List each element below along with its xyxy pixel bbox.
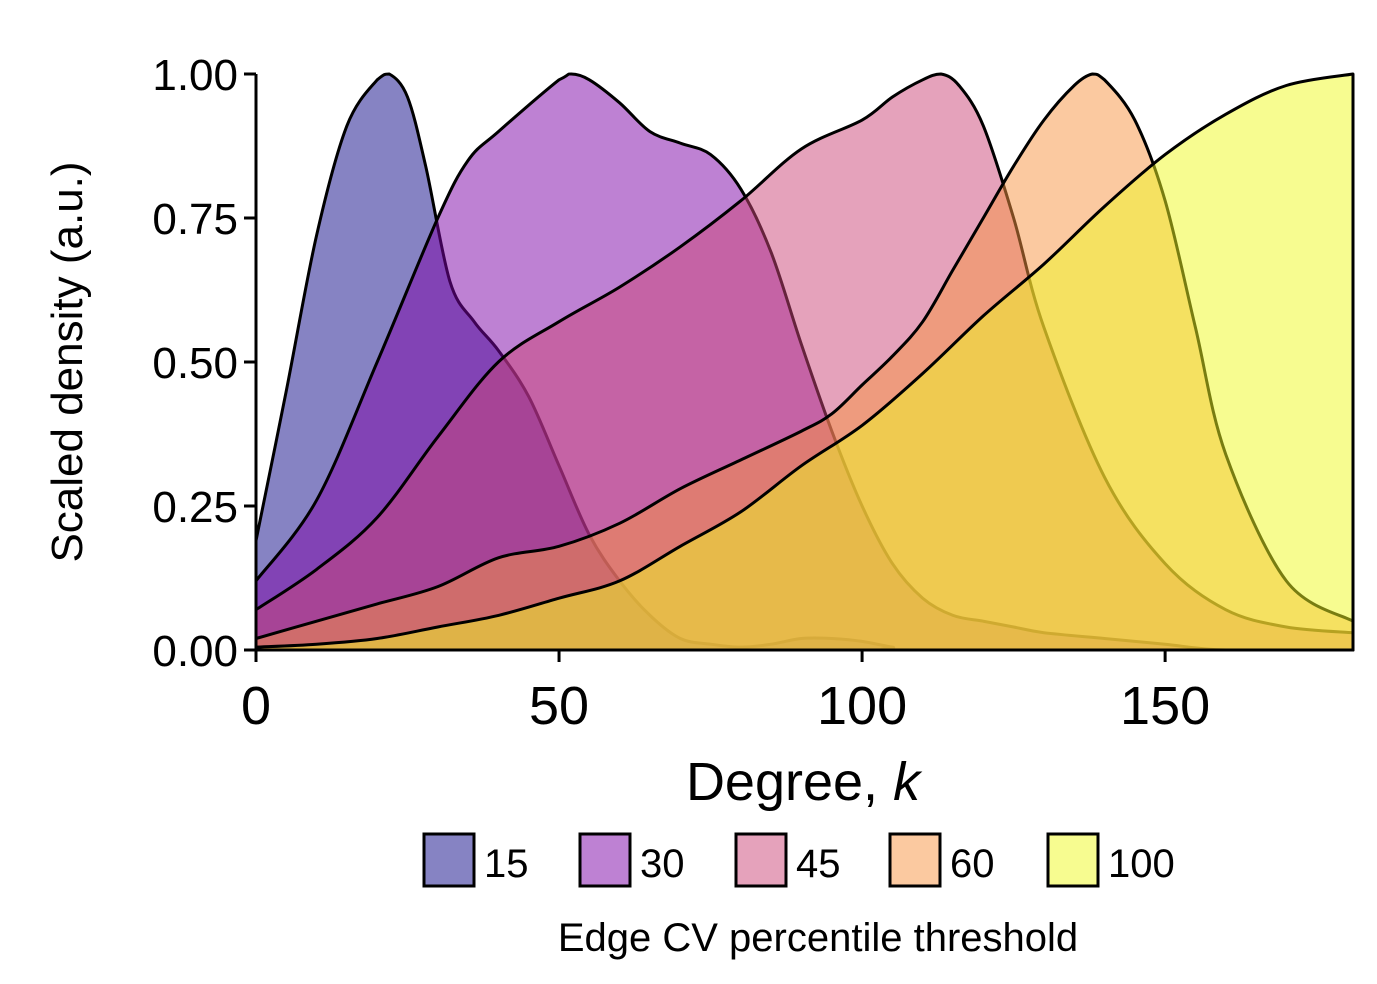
- axes: 0.00 0.25 0.50 0.75 1.00 0 50 100 150: [152, 51, 1353, 736]
- legend-label: 100: [1108, 842, 1175, 886]
- y-tick-label: 1.00: [152, 51, 238, 100]
- x-tick-label: 50: [529, 676, 589, 736]
- legend-label: 60: [950, 842, 995, 886]
- legend-title: Edge CV percentile threshold: [558, 916, 1078, 960]
- legend-item-30: 30: [578, 832, 685, 888]
- x-axis-title-variable: k: [893, 752, 923, 812]
- x-axis-title-main: Degree,: [686, 752, 893, 812]
- y-tick-label: 0.25: [152, 483, 238, 532]
- legend-swatch: [422, 832, 476, 888]
- legend-swatch: [734, 832, 788, 888]
- legend-item-15: 15: [422, 832, 529, 888]
- legend: 15 30 45 60 100: [422, 832, 1175, 888]
- y-axis-ticks: 0.00 0.25 0.50 0.75 1.00: [152, 51, 256, 676]
- x-tick-label: 100: [817, 676, 907, 736]
- y-tick-label: 0.00: [152, 627, 238, 676]
- plot-area: [254, 72, 1355, 652]
- x-tick-label: 150: [1120, 676, 1210, 736]
- x-axis-ticks: 0 50 100 150: [241, 650, 1210, 736]
- y-axis-title: Scaled density (a.u.): [43, 161, 92, 562]
- legend-item-60: 60: [888, 832, 995, 888]
- legend-item-45: 45: [734, 832, 841, 888]
- legend-swatch: [578, 832, 632, 888]
- legend-swatch: [1046, 832, 1100, 888]
- legend-label: 15: [484, 842, 529, 886]
- legend-label: 30: [640, 842, 685, 886]
- x-tick-label: 0: [241, 676, 271, 736]
- y-tick-label: 0.50: [152, 339, 238, 388]
- legend-item-100: 100: [1046, 832, 1175, 888]
- y-tick-label: 0.75: [152, 195, 238, 244]
- legend-swatch: [888, 832, 942, 888]
- x-axis-title: Degree, k: [686, 752, 923, 812]
- density-area-100: [254, 72, 1355, 652]
- legend-label: 45: [796, 842, 841, 886]
